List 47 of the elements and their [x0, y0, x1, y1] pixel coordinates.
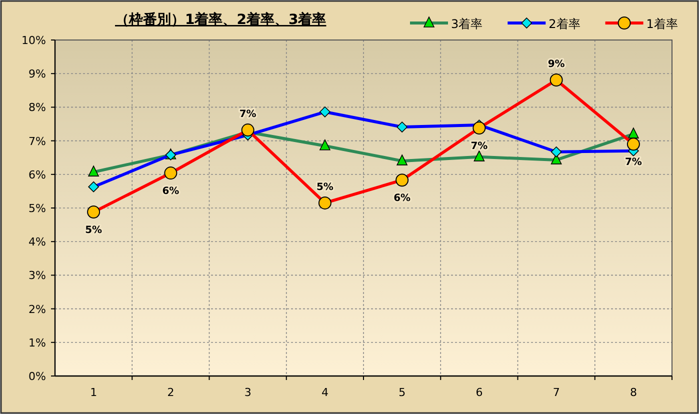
y-tick-label: 9% [28, 68, 46, 81]
y-tick-label: 3% [28, 269, 46, 282]
point [474, 150, 485, 162]
y-tick-label: 4% [28, 236, 46, 249]
point [88, 166, 99, 176]
point [628, 128, 639, 138]
data-label: 6% [394, 193, 411, 204]
y-tick-label: 0% [28, 370, 46, 383]
point [396, 122, 408, 132]
point [550, 73, 563, 86]
x-tick-label: 2 [167, 386, 174, 399]
x-tick-label: 3 [244, 386, 252, 399]
legend-label: 3着率 [451, 17, 483, 31]
x-tick-label: 5 [398, 386, 406, 399]
point [626, 138, 640, 151]
x-tick-label: 1 [90, 386, 98, 399]
y-tick-label: 8% [28, 101, 46, 114]
point [87, 206, 100, 219]
x-tick-label: 4 [321, 386, 328, 399]
data-label: 5% [85, 225, 102, 236]
x-tick-label: 6 [476, 386, 483, 399]
y-tick-label: 6% [28, 168, 46, 182]
y-tick-label: 10% [22, 34, 46, 47]
data-label: 7% [624, 157, 642, 168]
data-label: 5% [316, 182, 334, 193]
point [320, 106, 330, 118]
legend-label: 2着率 [548, 17, 580, 31]
data-label: 7% [239, 109, 256, 120]
point [88, 181, 99, 192]
y-tick-label: 2% [28, 302, 46, 316]
data-label: 7% [470, 141, 488, 152]
point [550, 146, 562, 158]
point [396, 174, 409, 187]
data-label: 9% [548, 58, 565, 70]
point [396, 154, 408, 166]
y-tick-label: 1% [28, 336, 46, 350]
x-tick-label: 7 [552, 386, 560, 399]
chart-title: （枠番別）1着率、2着率、3着率 [115, 11, 326, 28]
point [472, 122, 486, 135]
y-tick-label: 5% [28, 202, 46, 215]
data-label: 6% [162, 186, 180, 198]
y-tick-label: 7% [28, 134, 46, 148]
x-tick-label: 8 [630, 386, 637, 399]
legend-label: 1着率 [646, 17, 678, 31]
point [318, 196, 332, 210]
point [164, 166, 178, 180]
point [320, 139, 330, 150]
